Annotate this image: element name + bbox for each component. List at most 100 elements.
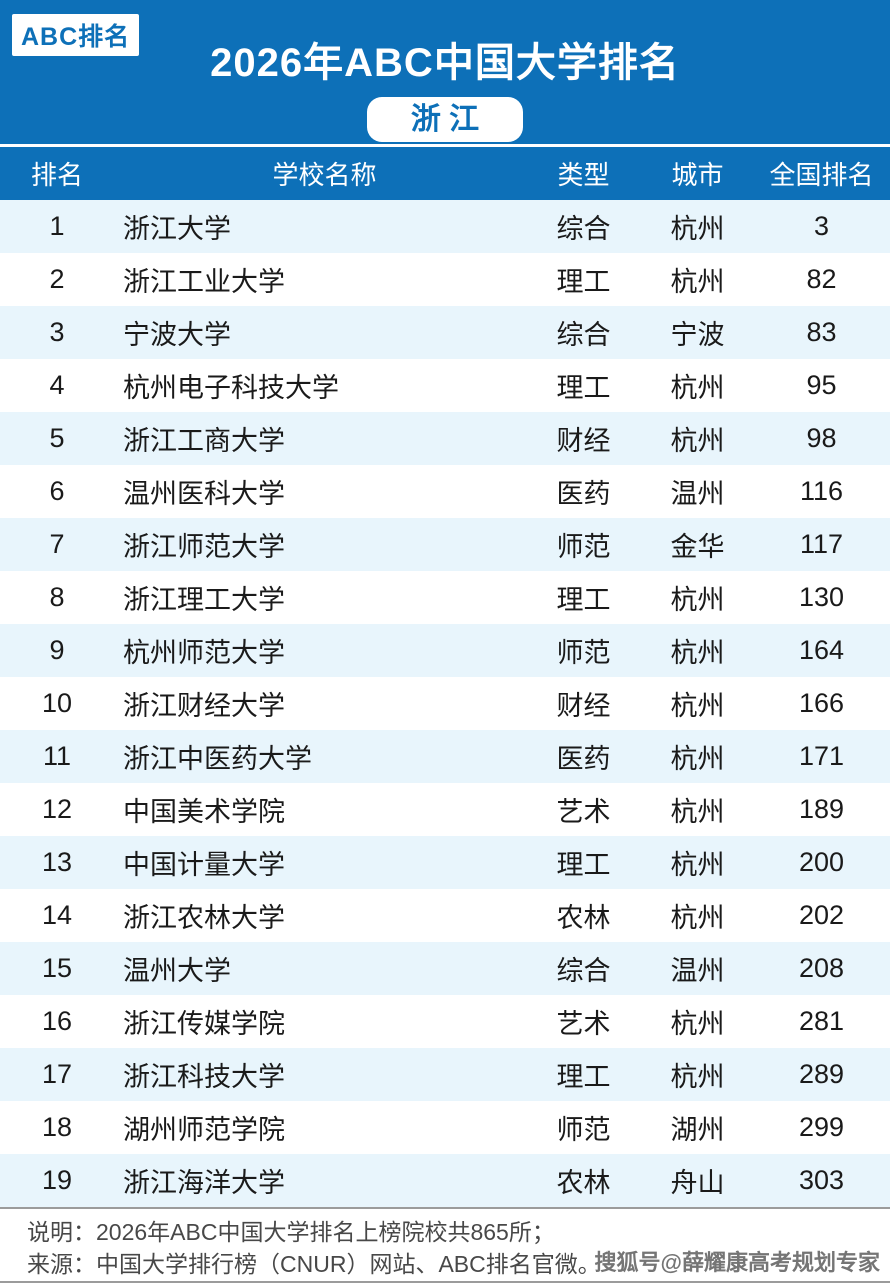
cell-school-name: 浙江财经大学 [123,691,285,721]
table-row: 11 浙江中医药大学 医药 杭州 171 [0,730,890,783]
cell-type: 农林 [556,1168,611,1198]
abc-ranking-badge: ABC排名 [12,14,140,56]
cell-school-name: 浙江传媒学院 [123,1009,285,1039]
cell-city: 湖州 [670,1115,725,1145]
table-row: 13 中国计量大学 理工 杭州 200 [0,836,890,889]
table-row: 14 浙江农林大学 农林 杭州 202 [0,889,890,942]
footer-bottom-line [0,1281,890,1283]
cell-national-rank: 95 [806,370,837,400]
cell-school-name: 浙江理工大学 [123,585,285,615]
cell-national-rank: 83 [806,317,837,347]
cell-rank: 3 [49,317,65,347]
cell-city: 杭州 [670,1009,725,1039]
cell-rank: 10 [41,688,73,718]
cell-type: 理工 [556,267,611,297]
cell-school-name: 杭州电子科技大学 [123,373,339,403]
cell-city: 杭州 [670,797,725,827]
cell-city: 杭州 [670,214,725,244]
table-row: 15 温州大学 综合 温州 208 [0,942,890,995]
cell-city: 杭州 [670,585,725,615]
cell-school-name: 浙江科技大学 [123,1062,285,1092]
cell-city: 杭州 [670,744,725,774]
cell-school-name: 浙江工商大学 [123,426,285,456]
cell-national-rank: 299 [798,1112,845,1142]
cell-type: 医药 [556,479,611,509]
table-row: 10 浙江财经大学 财经 杭州 166 [0,677,890,730]
cell-school-name: 宁波大学 [123,320,231,350]
page-title: 2026年ABC中国大学排名 [210,41,680,85]
table-row: 19 浙江海洋大学 农林 舟山 303 [0,1154,890,1207]
cell-national-rank: 303 [798,1165,845,1195]
cell-city: 舟山 [670,1168,725,1198]
cell-city: 杭州 [670,903,725,933]
header-type: 类型 [557,160,610,190]
cell-rank: 11 [42,741,72,771]
cell-school-name: 浙江大学 [123,214,231,244]
cell-national-rank: 117 [799,529,844,559]
cell-type: 理工 [556,850,611,880]
table-row: 1 浙江大学 综合 杭州 3 [0,200,890,253]
cell-national-rank: 289 [798,1059,845,1089]
cell-type: 理工 [556,585,611,615]
cell-type: 综合 [556,956,611,986]
cell-school-name: 中国美术学院 [123,797,285,827]
cell-national-rank: 166 [798,688,845,718]
cell-rank: 8 [49,582,65,612]
cell-city: 金华 [670,532,725,562]
cell-city: 杭州 [670,850,725,880]
cell-national-rank: 171 [798,741,845,771]
table-row: 3 宁波大学 综合 宁波 83 [0,306,890,359]
cell-national-rank: 281 [798,1006,845,1036]
table-header-row: 排名 学校名称 类型 城市 全国排名 [0,147,890,200]
cell-type: 理工 [556,373,611,403]
cell-rank: 13 [41,847,73,877]
cell-type: 师范 [556,532,611,562]
cell-type: 艺术 [556,1009,611,1039]
cell-national-rank: 202 [798,900,845,930]
cell-rank: 4 [49,370,65,400]
cell-type: 农林 [556,903,611,933]
cell-type: 艺术 [556,797,611,827]
table-body: 1 浙江大学 综合 杭州 3 2 浙江工业大学 理工 杭州 82 3 宁波大学 综合 宁波 83 4 杭州电子科… [0,200,890,1207]
cell-type: 综合 [556,320,611,350]
cell-rank: 6 [49,476,65,506]
cell-city: 杭州 [670,373,725,403]
province-pill: 浙 江 [367,97,523,142]
footer: 说明：2026年ABC中国大学排名上榜院校共865所； 来源：中国大学排行榜（C… [0,1207,890,1287]
cell-city: 杭州 [670,426,725,456]
cell-national-rank: 164 [798,635,845,665]
cell-school-name: 浙江工业大学 [123,267,285,297]
cell-rank: 17 [41,1059,73,1089]
cell-city: 温州 [670,956,725,986]
cell-national-rank: 200 [798,847,845,877]
cell-type: 师范 [556,638,611,668]
cell-national-rank: 98 [806,423,837,453]
table-row: 5 浙江工商大学 财经 杭州 98 [0,412,890,465]
cell-national-rank: 116 [799,476,844,506]
banner: ABC排名 2026年ABC中国大学排名 浙 江 [0,0,890,144]
cell-type: 综合 [556,214,611,244]
cell-school-name: 浙江农林大学 [123,903,285,933]
footer-note: 说明：2026年ABC中国大学排名上榜院校共865所； [27,1219,555,1245]
cell-school-name: 浙江海洋大学 [123,1168,285,1198]
table-row: 17 浙江科技大学 理工 杭州 289 [0,1048,890,1101]
cell-school-name: 杭州师范大学 [123,638,285,668]
footer-source: 来源：中国大学排行榜（CNUR）网站、ABC排名官微。 [27,1251,601,1277]
cell-type: 财经 [556,691,611,721]
cell-city: 杭州 [670,638,725,668]
table-row: 6 温州医科大学 医药 温州 116 [0,465,890,518]
cell-type: 医药 [556,744,611,774]
cell-national-rank: 208 [798,953,845,983]
table-row: 16 浙江传媒学院 艺术 杭州 281 [0,995,890,1048]
table-row: 8 浙江理工大学 理工 杭州 130 [0,571,890,624]
cell-rank: 14 [41,900,73,930]
cell-city: 杭州 [670,691,725,721]
header-school-name: 学校名称 [272,160,377,190]
table-row: 2 浙江工业大学 理工 杭州 82 [0,253,890,306]
cell-city: 宁波 [670,320,725,350]
cell-rank: 2 [49,264,65,294]
cell-rank: 7 [49,529,65,559]
cell-rank: 9 [49,635,65,665]
cell-type: 理工 [556,1062,611,1092]
cell-city: 杭州 [670,1062,725,1092]
